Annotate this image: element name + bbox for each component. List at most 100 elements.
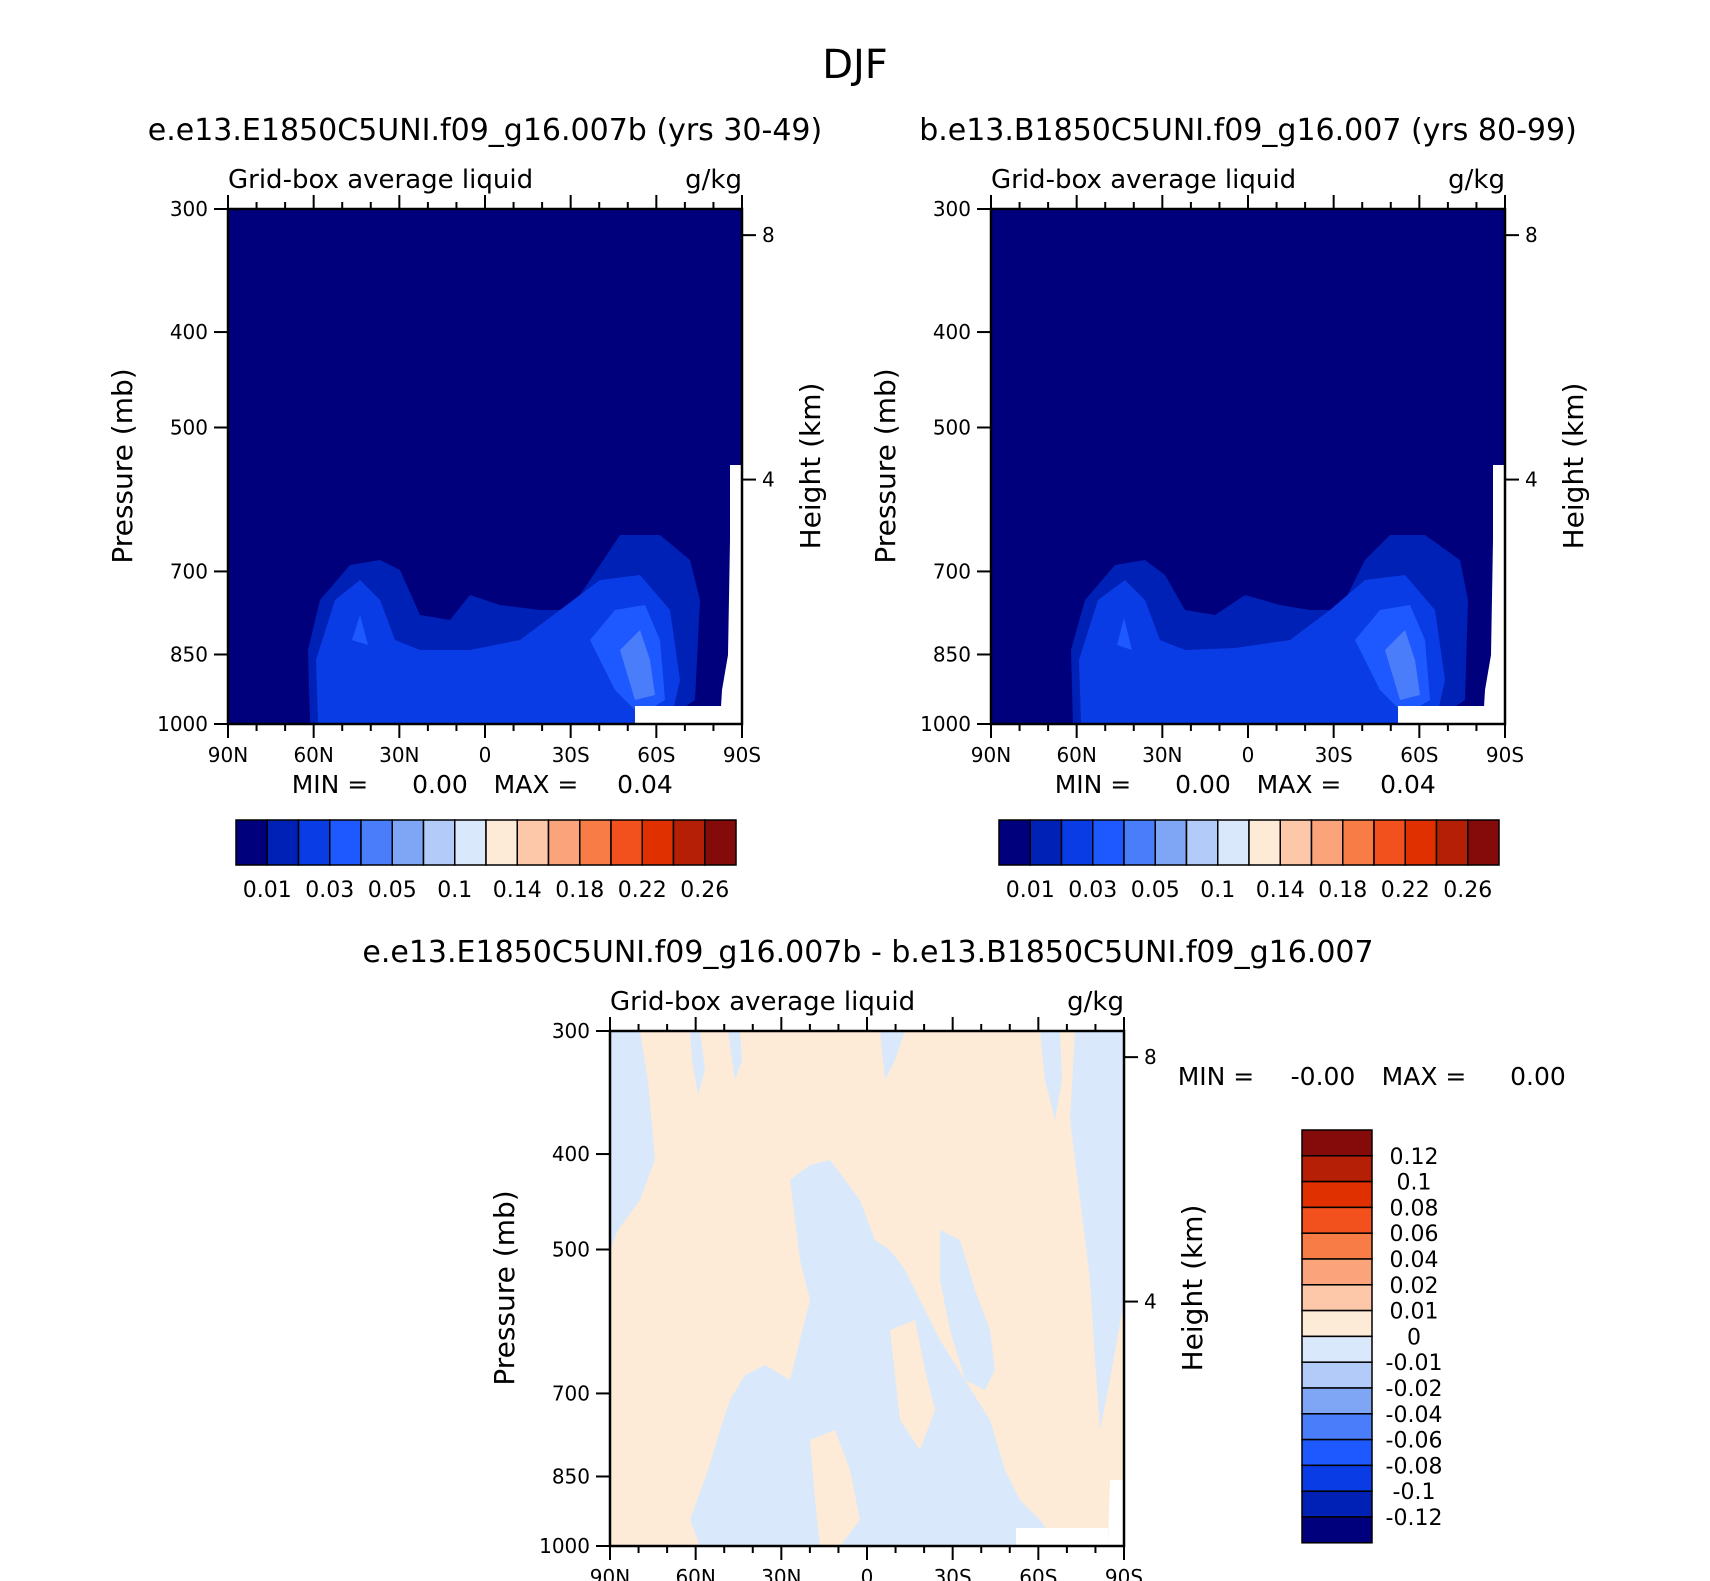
panel-c-negative-region-central: [690, 1160, 1060, 1546]
colorbar-box: [485, 819, 518, 866]
panel-b-contour-small: [1117, 618, 1132, 650]
colorbar-label: 0.26: [680, 878, 729, 903]
colorbar-label: 0.14: [1256, 878, 1305, 903]
colorbar-box: [297, 819, 331, 866]
x-tick-label: 90N: [208, 743, 248, 767]
colorbar-label: 0.02: [1390, 1274, 1439, 1299]
panel-c-negative-patch-1: [610, 1031, 655, 1250]
y-tick-label: 400: [933, 320, 971, 344]
colorbar-label: 0.18: [1318, 878, 1367, 903]
x-tick-label: 60S: [1400, 743, 1438, 767]
colorbar-box: [1123, 819, 1156, 866]
y-tick-label: 300: [933, 197, 971, 221]
colorbar-box: [329, 819, 362, 866]
x-tick-label: 30S: [1315, 743, 1353, 767]
colorbar-label: 0.14: [493, 878, 542, 903]
colorbar-label: -0.06: [1386, 1429, 1443, 1454]
colorbar-box: [610, 819, 643, 866]
x-tick-label: 90S: [1486, 743, 1524, 767]
figure-title: DJF: [822, 42, 888, 88]
panel-b-ylabel: Pressure (mb): [869, 368, 902, 563]
panel-a-contour-small: [352, 615, 368, 645]
panel-a-min-label: MIN =: [292, 770, 369, 799]
y-tick-label: 850: [933, 642, 971, 666]
x-tick-label: 0: [1242, 743, 1255, 767]
panel-b-min-label: MIN =: [1055, 770, 1132, 799]
colorbar-box: [391, 819, 425, 866]
colorbar-box: [1301, 1155, 1373, 1183]
colorbar-box: [1301, 1232, 1373, 1260]
x-tick-label: 30N: [379, 743, 419, 767]
colorbar-label: 0.04: [1390, 1248, 1439, 1273]
y-tick-label: 700: [170, 559, 208, 583]
panel-b-max-value: 0.04: [1380, 770, 1436, 799]
panel-c-positive-patch-2: [810, 1430, 860, 1546]
panel-c-positive-patch-1: [890, 1320, 935, 1450]
panel-b-units: g/kg: [1448, 165, 1505, 195]
panel-c-negative-patch-2: [690, 1031, 705, 1095]
panel-b-max-label: MAX =: [1257, 770, 1342, 799]
y2-tick-label: 4: [1144, 1290, 1157, 1314]
y2-tick-label: 4: [1525, 468, 1538, 492]
colorbar-box: [1092, 819, 1125, 866]
y2-tick-label: 4: [762, 468, 775, 492]
colorbar-box: [1301, 1284, 1373, 1312]
x-tick-label: 0: [861, 1565, 874, 1581]
colorbar-label: 0.18: [555, 878, 604, 903]
panel-c: e.e13.E1850C5UNI.f09_g16.007b - b.e13.B1…: [362, 935, 1565, 1581]
colorbar-box: [1029, 819, 1063, 866]
panel-b-missing-surface: [1398, 706, 1505, 724]
colorbar-label: 0.01: [1006, 878, 1055, 903]
colorbar-box: [235, 819, 268, 866]
y-tick-label: 850: [552, 1464, 590, 1488]
panel-b-y2label: Height (km): [1557, 383, 1590, 550]
panel-c-colorbar: 0.120.10.080.060.040.020.010-0.01-0.02-0…: [1301, 1129, 1443, 1544]
panel-a-y2label: Height (km): [794, 383, 827, 550]
colorbar-label: 0.03: [1068, 878, 1117, 903]
panel-a: e.e13.E1850C5UNI.f09_g16.007b (yrs 30-49…: [106, 113, 827, 903]
panel-c-negative-region-pole: [1070, 1031, 1124, 1430]
colorbar-box: [1060, 819, 1094, 866]
panel-c-units: g/kg: [1067, 987, 1124, 1017]
y2-tick-label: 8: [762, 223, 775, 247]
x-tick-label: 30N: [1142, 743, 1182, 767]
panel-a-missing-surface: [635, 706, 742, 724]
panel-c-max-label: MAX =: [1382, 1062, 1467, 1091]
panel-b-contour-level-2: [1079, 575, 1445, 724]
colorbar-box: [1279, 819, 1313, 866]
x-tick-label: 60N: [675, 1565, 715, 1581]
panel-a-contour-level-4: [620, 630, 655, 700]
panel-c-missing-surface: [1016, 1528, 1108, 1546]
colorbar-label: -0.02: [1386, 1377, 1443, 1402]
panel-a-max-label: MAX =: [494, 770, 579, 799]
colorbar-label: 0.05: [1131, 878, 1180, 903]
colorbar-box: [579, 819, 612, 866]
panel-a-units: g/kg: [685, 165, 742, 195]
panel-a-missing-topography: [720, 465, 742, 724]
panel-a-colorbar: 0.01 0.03 0.05 0.1 0.14 0.18 0.22 0.26: [235, 819, 737, 903]
y-tick-label: 700: [933, 559, 971, 583]
panel-c-missing-topography: [1108, 1480, 1124, 1546]
colorbar-label: -0.01: [1386, 1351, 1443, 1376]
colorbar-box: [1467, 819, 1500, 866]
colorbar-box: [1301, 1206, 1373, 1234]
colorbar-box: [1185, 819, 1219, 866]
colorbar-label: 0.06: [1390, 1222, 1439, 1247]
colorbar-box: [1301, 1490, 1373, 1518]
panel-c-contours: [610, 1031, 1124, 1546]
panel-c-max-value: 0.00: [1510, 1062, 1566, 1091]
panel-a-ylabel: Pressure (mb): [106, 368, 139, 563]
colorbar-label: -0.08: [1386, 1454, 1443, 1479]
colorbar-box: [1301, 1413, 1373, 1441]
colorbar-label: 0.1: [1200, 878, 1235, 903]
panel-c-negative-region-south: [940, 1230, 995, 1390]
colorbar-box: [1301, 1438, 1373, 1467]
colorbar-box: [672, 819, 706, 866]
colorbar-label: 0.1: [1397, 1171, 1432, 1196]
colorbar-box: [1301, 1361, 1373, 1389]
y-tick-label: 300: [170, 197, 208, 221]
colorbar-box: [360, 819, 393, 866]
